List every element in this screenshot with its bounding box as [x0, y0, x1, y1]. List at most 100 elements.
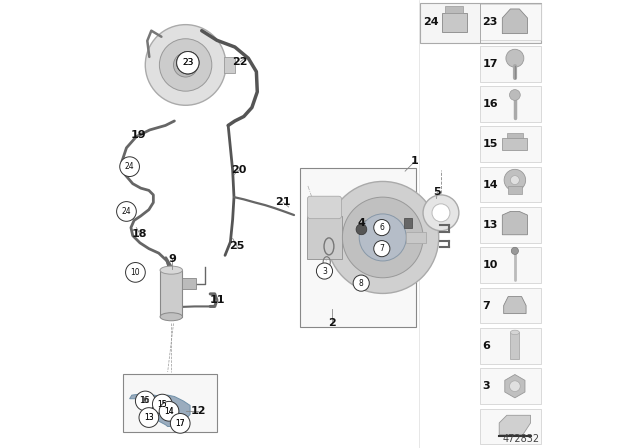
Bar: [420, 3, 541, 43]
Bar: [481, 247, 541, 283]
Text: 472832: 472832: [503, 435, 540, 444]
FancyBboxPatch shape: [307, 196, 342, 219]
Text: 23: 23: [483, 17, 498, 27]
Text: 15: 15: [157, 400, 167, 409]
Text: 22: 22: [232, 57, 248, 67]
Text: 23: 23: [182, 58, 193, 67]
Circle shape: [504, 169, 525, 191]
Bar: [224, 57, 235, 73]
Bar: [182, 278, 196, 289]
Bar: [508, 186, 522, 194]
Text: 1: 1: [411, 156, 419, 166]
Circle shape: [136, 391, 155, 411]
Text: 5: 5: [433, 187, 441, 197]
Circle shape: [353, 275, 369, 291]
Bar: [481, 46, 541, 82]
Bar: [481, 409, 541, 444]
Circle shape: [509, 90, 520, 100]
Circle shape: [162, 404, 176, 418]
Bar: [481, 288, 541, 323]
Text: 10: 10: [483, 260, 498, 270]
Text: 15: 15: [483, 139, 498, 149]
Circle shape: [509, 381, 520, 392]
Bar: [123, 374, 217, 432]
Ellipse shape: [160, 266, 182, 274]
Text: 6: 6: [380, 223, 384, 232]
Text: 3: 3: [322, 267, 327, 276]
Text: 16: 16: [140, 396, 150, 405]
Circle shape: [177, 52, 199, 74]
Text: 16: 16: [140, 396, 149, 405]
Bar: [481, 207, 541, 243]
Text: 11: 11: [209, 295, 225, 305]
Text: 6: 6: [483, 341, 490, 351]
Circle shape: [423, 195, 459, 231]
Circle shape: [120, 157, 140, 177]
Circle shape: [432, 204, 450, 222]
Ellipse shape: [511, 330, 520, 335]
Text: 13: 13: [483, 220, 498, 230]
Circle shape: [359, 214, 406, 261]
Bar: [406, 232, 426, 243]
Circle shape: [145, 25, 226, 105]
Circle shape: [152, 394, 172, 414]
Polygon shape: [504, 297, 526, 314]
Circle shape: [159, 39, 212, 91]
Bar: [481, 167, 541, 202]
Text: 17: 17: [483, 59, 498, 69]
Text: 14: 14: [483, 180, 499, 190]
Circle shape: [173, 53, 198, 77]
Polygon shape: [499, 415, 531, 435]
Text: 18: 18: [132, 229, 148, 239]
Circle shape: [177, 52, 199, 74]
Text: 16: 16: [483, 99, 499, 109]
Circle shape: [170, 414, 190, 433]
Bar: [481, 86, 541, 122]
Bar: [442, 13, 467, 32]
Text: 8: 8: [359, 279, 364, 288]
Text: 17: 17: [175, 419, 185, 428]
Circle shape: [511, 247, 518, 254]
Circle shape: [125, 263, 145, 282]
Bar: [300, 168, 417, 327]
Bar: [445, 6, 463, 13]
Bar: [404, 218, 412, 228]
Text: 3: 3: [483, 381, 490, 391]
Text: 10: 10: [131, 268, 140, 277]
Bar: [502, 138, 527, 150]
Ellipse shape: [160, 313, 182, 321]
Text: 7: 7: [380, 244, 384, 253]
Bar: [507, 133, 523, 138]
Circle shape: [159, 401, 179, 421]
Text: 25: 25: [229, 241, 245, 251]
Circle shape: [356, 224, 367, 235]
Text: 24: 24: [122, 207, 131, 216]
Circle shape: [316, 263, 333, 279]
Text: 13: 13: [144, 413, 154, 422]
Polygon shape: [129, 394, 190, 426]
Bar: [481, 126, 541, 162]
Text: 14: 14: [164, 407, 174, 416]
Text: 12: 12: [190, 406, 206, 416]
Text: 15: 15: [157, 400, 167, 409]
Circle shape: [374, 220, 390, 236]
Text: 21: 21: [275, 198, 291, 207]
Circle shape: [327, 181, 439, 293]
Text: 20: 20: [231, 165, 246, 175]
Text: 24: 24: [125, 162, 134, 171]
Circle shape: [139, 408, 159, 427]
Polygon shape: [502, 211, 527, 235]
Bar: [481, 4, 541, 40]
Circle shape: [342, 197, 423, 278]
Polygon shape: [502, 9, 527, 34]
Bar: [511, 332, 520, 359]
Circle shape: [116, 202, 136, 221]
Circle shape: [141, 410, 156, 425]
Circle shape: [506, 49, 524, 67]
Bar: [481, 328, 541, 364]
Text: 4: 4: [358, 218, 365, 228]
Circle shape: [173, 416, 188, 431]
Text: 23: 23: [182, 58, 193, 67]
Text: 9: 9: [168, 254, 176, 264]
Text: 13: 13: [144, 413, 154, 422]
